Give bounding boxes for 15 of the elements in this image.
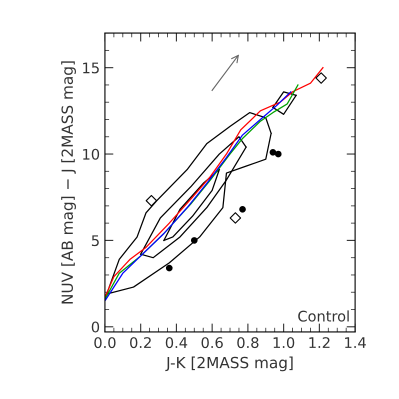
y-tick-label: 10 bbox=[83, 148, 100, 160]
x-tick-label: 0.0 bbox=[94, 337, 116, 348]
annotation: Control bbox=[298, 310, 349, 322]
x-tick-label: 0.4 bbox=[166, 337, 188, 348]
y-tick-label: 0 bbox=[92, 322, 100, 333]
x-tick-label: 0.6 bbox=[202, 337, 223, 348]
x-tick-label: 0.2 bbox=[130, 337, 151, 348]
y-axis-title: NUV [AB mag] − J [2MASS mag] bbox=[61, 61, 76, 304]
x-tick-label: 1.0 bbox=[274, 337, 294, 348]
x-tick-label: 1.4 bbox=[345, 337, 366, 348]
x-tick-label: 0.8 bbox=[237, 337, 258, 348]
x-tick-label: 1.2 bbox=[309, 337, 330, 348]
y-tick-label: 5 bbox=[92, 235, 99, 246]
x-axis-title: J-K [2MASS mag] bbox=[165, 356, 293, 372]
y-tick-label: 15 bbox=[83, 62, 99, 74]
